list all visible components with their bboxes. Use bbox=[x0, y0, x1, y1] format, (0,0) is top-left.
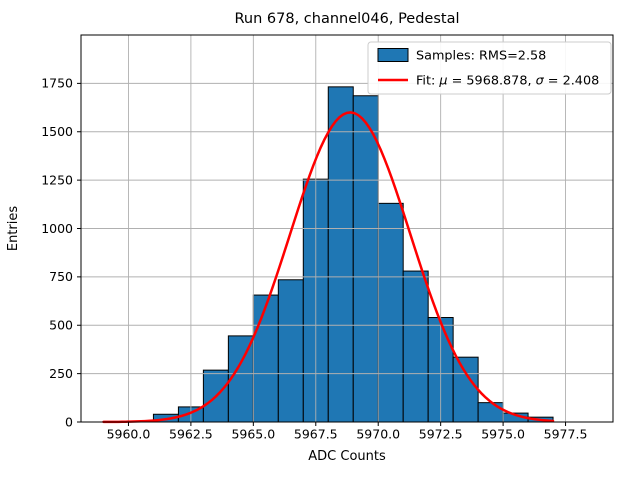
histogram-bar bbox=[352, 95, 379, 423]
legend-frame bbox=[367, 41, 612, 95]
y-tick-label: 1250 bbox=[41, 172, 73, 187]
legend: Samples: RMS=2.58 Fit: μ = 5968.878, σ = … bbox=[367, 41, 612, 95]
y-tick-label: 1000 bbox=[41, 221, 73, 236]
x-tick-label: 5965.0 bbox=[231, 427, 275, 442]
y-tick-label: 0 bbox=[65, 414, 73, 429]
legend-entry-samples: Samples: RMS=2.58 bbox=[377, 48, 546, 64]
y-axis-label: Entries bbox=[6, 206, 21, 252]
y-tick-label: 250 bbox=[49, 366, 73, 381]
legend-entry-label: Samples: RMS=2.58 bbox=[416, 49, 546, 64]
histogram-bar bbox=[452, 356, 479, 423]
y-tick-label: 500 bbox=[49, 318, 73, 333]
x-tick-label: 5977.5 bbox=[544, 427, 588, 442]
legend-entry-label: Fit: μ = 5968.878, σ = 2.408 bbox=[416, 74, 599, 89]
y-tick-label: 1500 bbox=[41, 124, 73, 139]
histogram-bar bbox=[377, 202, 404, 423]
histogram-bars bbox=[152, 86, 554, 423]
x-tick-label: 5962.5 bbox=[169, 427, 213, 442]
legend-swatch-patch bbox=[377, 48, 409, 62]
x-tick-label: 5975.0 bbox=[481, 427, 525, 442]
x-tick-label: 5970.0 bbox=[356, 427, 400, 442]
legend-entry-fit: Fit: μ = 5968.878, σ = 2.408 bbox=[378, 74, 599, 89]
histogram-bar bbox=[277, 279, 304, 423]
histogram-bar bbox=[252, 294, 279, 423]
fit-curve bbox=[102, 111, 555, 424]
y-tick-label: 1750 bbox=[41, 76, 73, 91]
x-axis-label: ADC Counts bbox=[308, 449, 386, 464]
histogram-bar bbox=[477, 402, 504, 423]
x-tick-label: 5960.0 bbox=[107, 427, 151, 442]
histogram-bar bbox=[327, 86, 354, 423]
x-tick-label: 5972.5 bbox=[419, 427, 463, 442]
chart-title: Run 678, channel046, Pedestal bbox=[234, 11, 459, 27]
axes: 5960.0 5962.5 5965.0 5967.5 5970.0 5972.5 5975… bbox=[41, 34, 614, 442]
fit-curve-group bbox=[102, 111, 555, 424]
x-tick-label: 5967.5 bbox=[294, 427, 338, 442]
histogram-bar bbox=[402, 270, 429, 423]
y-tick-label: 750 bbox=[49, 269, 73, 284]
